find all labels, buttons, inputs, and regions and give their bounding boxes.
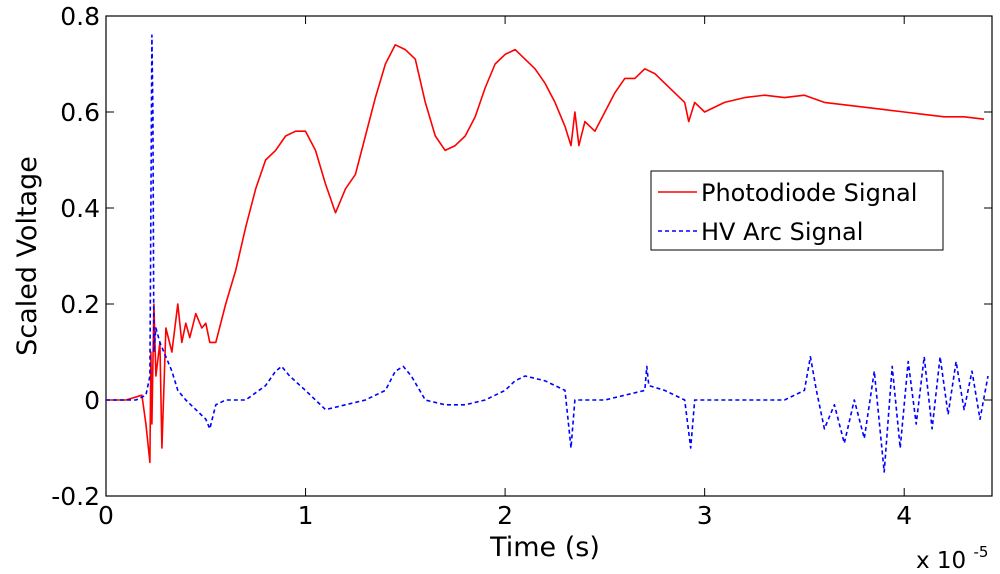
legend-label-hv-arc: HV Arc Signal	[701, 218, 863, 246]
axis-ticks: 0 1 2 3 4-0.200.20.40.60.8	[51, 2, 992, 530]
x-axis-multiplier-base: x 10	[916, 548, 966, 574]
x-tick-label: 3	[697, 501, 713, 530]
x-tick-label: 1	[298, 501, 314, 530]
legend-box	[650, 170, 944, 251]
y-tick-label: -0.2	[51, 482, 100, 511]
y-tick-label: 0	[84, 386, 100, 415]
y-tick-label: 0.8	[60, 2, 100, 31]
series-line-photodiode	[106, 43, 985, 464]
x-axis-multiplier: x 10 -5	[916, 543, 988, 574]
series-layer	[106, 34, 989, 473]
legend: Photodiode Signal HV Arc Signal	[650, 170, 944, 251]
y-tick-label: 0.4	[60, 194, 100, 223]
plot-frame	[105, 15, 993, 497]
x-axis-multiplier-exponent: -5	[974, 543, 989, 561]
x-tick-label: 0	[98, 501, 114, 530]
x-tick-label: 4	[896, 501, 912, 530]
series-line-hv-arc	[106, 34, 989, 473]
y-tick-label: 0.6	[60, 98, 100, 127]
legend-label-photodiode: Photodiode Signal	[701, 179, 917, 207]
y-axis-label: Scaled Voltage	[12, 156, 43, 356]
x-axis-label: Time (s)	[489, 532, 600, 563]
x-tick-label: 2	[497, 501, 513, 530]
y-tick-label: 0.2	[60, 290, 100, 319]
